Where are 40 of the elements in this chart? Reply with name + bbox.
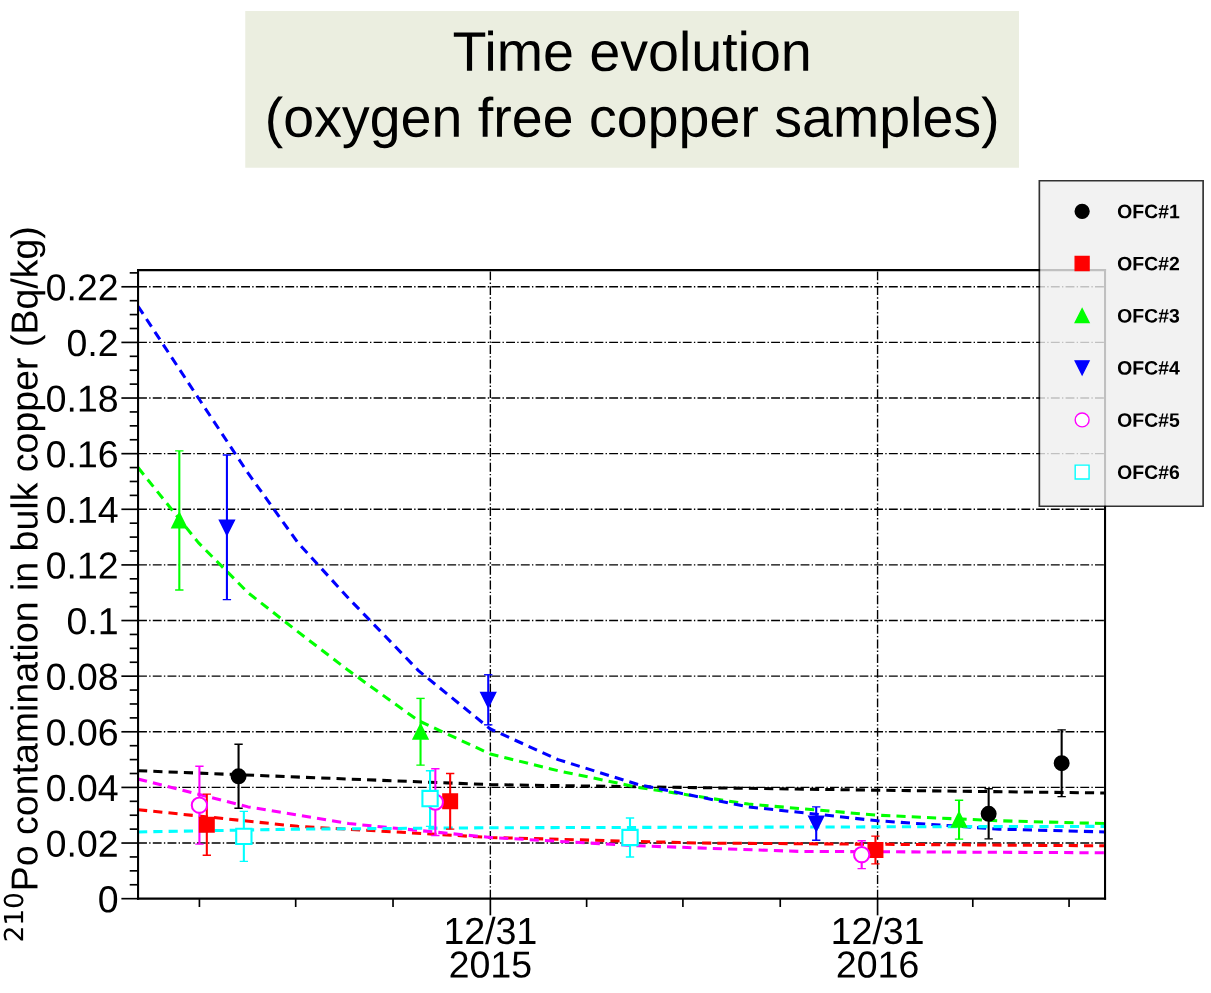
legend-label: OFC#4	[1117, 361, 1180, 375]
point	[171, 512, 188, 529]
y-tick-label: 0.22	[47, 274, 117, 301]
line-series	[138, 466, 1106, 826]
legend-label: OFC#2	[1117, 256, 1180, 271]
y-tick-label: 0.1	[67, 607, 117, 635]
legend-label: OFC#3	[1117, 308, 1180, 323]
point	[230, 768, 247, 785]
y-tick-label: 0.18	[47, 385, 117, 412]
legend-label: OFC#5	[1117, 413, 1180, 427]
point	[218, 519, 235, 536]
point	[980, 805, 997, 822]
point	[867, 842, 884, 858]
x-tick-label: 12/31 2016	[833, 916, 923, 978]
point	[235, 827, 253, 846]
y-axis-title: $^{210}$Po contamination in bulk copper (Bq/kg)	[3, 228, 46, 941]
point	[808, 815, 825, 832]
point	[951, 811, 968, 828]
point	[442, 793, 459, 810]
y-tick-label: 0.16	[47, 441, 117, 468]
y-tick-label: 0.06	[47, 719, 117, 746]
point	[1053, 755, 1070, 772]
legend-label: OFC#1	[1117, 204, 1180, 219]
point	[190, 796, 209, 814]
point	[421, 789, 439, 808]
chart-title: Time evolution (oxygen free copper samples)	[268, 30, 997, 149]
point	[853, 846, 871, 864]
point	[198, 816, 215, 833]
y-tick-label: 0.2	[67, 329, 117, 357]
point	[412, 723, 429, 740]
point	[480, 691, 497, 708]
y-tick-label: 0	[99, 886, 118, 913]
point	[621, 828, 639, 847]
y-tick-label: 0.12	[47, 552, 117, 579]
y-tick-label: 0.14	[47, 496, 118, 524]
y-tick-label: 0.02	[47, 830, 117, 857]
y-tick-label: 0.08	[47, 663, 117, 691]
x-tick-label: 12/31 2015	[446, 916, 536, 978]
y-tick-label: 0.04	[47, 774, 118, 802]
legend-label: OFC#6	[1117, 465, 1180, 480]
